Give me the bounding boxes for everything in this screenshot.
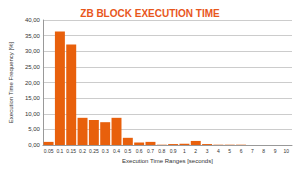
svg-text:0.6: 0.6 — [136, 148, 143, 154]
svg-text:0.2: 0.2 — [79, 148, 86, 154]
svg-text:0.1: 0.1 — [56, 148, 63, 154]
svg-text:10,00: 10,00 — [25, 111, 41, 117]
svg-text:0.5: 0.5 — [124, 148, 131, 154]
svg-text:0.25: 0.25 — [89, 148, 99, 154]
svg-text:1: 1 — [183, 148, 186, 154]
svg-text:20,00: 20,00 — [25, 80, 41, 86]
svg-text:40,00: 40,00 — [25, 17, 41, 23]
svg-text:Execution Time Ranges [seconds: Execution Time Ranges [seconds] — [122, 158, 213, 164]
svg-text:6: 6 — [240, 148, 243, 154]
svg-text:15,00: 15,00 — [25, 95, 41, 101]
svg-text:3: 3 — [206, 148, 209, 154]
svg-text:35,00: 35,00 — [25, 33, 41, 39]
svg-text:9: 9 — [274, 148, 277, 154]
svg-text:0.7: 0.7 — [147, 148, 154, 154]
svg-text:5: 5 — [228, 148, 231, 154]
svg-text:30,00: 30,00 — [25, 48, 41, 54]
svg-text:0.8: 0.8 — [158, 148, 165, 154]
svg-text:Execution Time Frequency [%]: Execution Time Frequency [%] — [8, 41, 14, 123]
svg-text:0,00: 0,00 — [28, 142, 40, 148]
svg-text:5,00: 5,00 — [28, 126, 40, 132]
svg-text:0.3: 0.3 — [102, 148, 109, 154]
svg-text:0.9: 0.9 — [170, 148, 177, 154]
svg-text:7: 7 — [251, 148, 254, 154]
svg-text:8: 8 — [262, 148, 265, 154]
svg-text:0.15: 0.15 — [66, 148, 76, 154]
svg-text:10: 10 — [284, 148, 290, 154]
svg-text:ZB BLOCK EXECUTION TIME: ZB BLOCK EXECUTION TIME — [80, 8, 220, 19]
svg-text:25,00: 25,00 — [25, 64, 41, 70]
svg-text:0.05: 0.05 — [44, 148, 54, 154]
svg-text:4: 4 — [217, 148, 220, 154]
svg-text:2: 2 — [194, 148, 197, 154]
svg-text:0.4: 0.4 — [113, 148, 120, 154]
